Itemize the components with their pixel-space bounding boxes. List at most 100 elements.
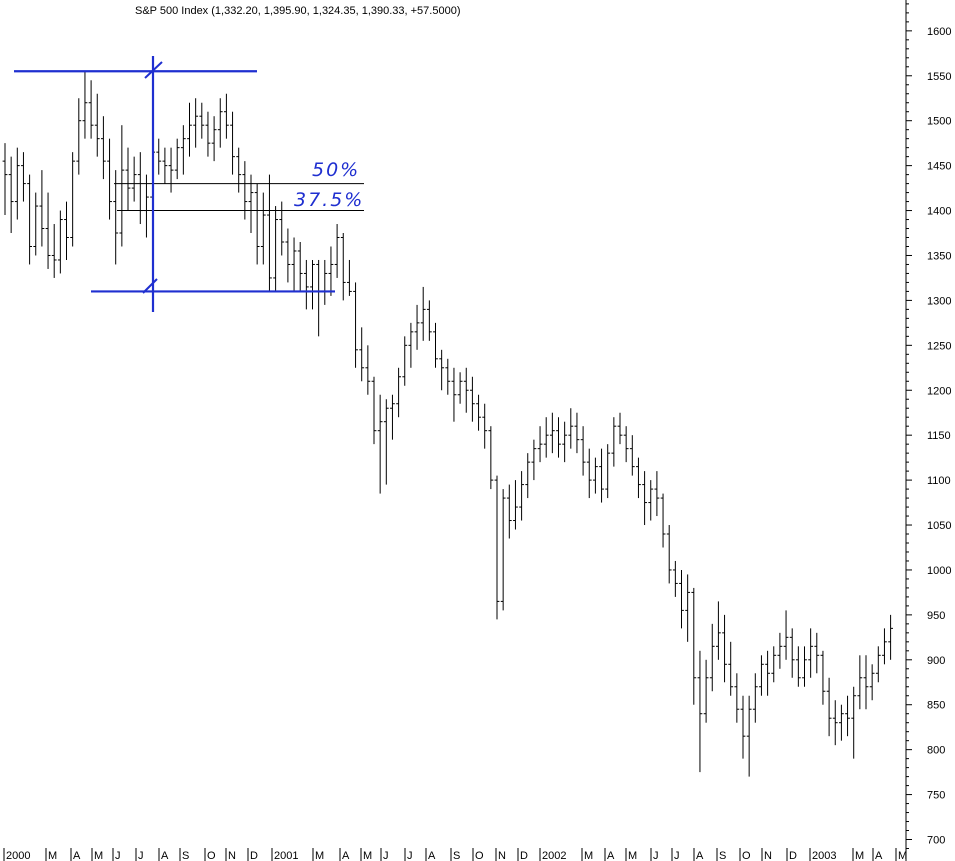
ohlc-bar-2	[14, 147, 20, 220]
ohlc-bar-57	[353, 282, 358, 368]
x-tick-label: N	[764, 850, 772, 861]
ohlc-bar-58	[359, 327, 365, 382]
ohlc-bar-39	[242, 161, 248, 220]
x-tick-label: A	[875, 850, 883, 861]
ohlc-bar-21	[131, 156, 137, 202]
ohlc-bar-63	[390, 394, 395, 440]
ohlc-bar-123	[759, 655, 764, 696]
ohlc-bar-129	[795, 646, 801, 687]
ohlc-bar-11	[70, 152, 76, 247]
ohlc-bar-103	[636, 457, 641, 499]
x-tick-label: J	[138, 850, 144, 861]
ohlc-bar-44	[273, 206, 278, 292]
ohlc-bar-17	[107, 138, 112, 220]
ohlc-bar-18	[113, 170, 119, 265]
ohlc-bar-31	[193, 98, 199, 148]
x-tick-label: O	[742, 850, 751, 861]
ohlc-bar-41	[254, 183, 260, 265]
ohlc-bar-111	[685, 574, 691, 642]
ohlc-bar-64	[396, 367, 401, 418]
axis-layer: 700 750 800 850 900 950 1000 1050 1100 1150 1200 12…	[3, 0, 951, 861]
ohlc-bar-15	[94, 93, 100, 157]
y-tick-label: 1100	[927, 475, 951, 487]
x-tick-label: M	[628, 850, 637, 861]
ohlc-bar-126	[777, 632, 783, 669]
ohlc-bar-116	[716, 601, 721, 660]
x-tick-label: J	[383, 850, 389, 861]
ohlc-bar-133	[820, 650, 826, 705]
ohlc-bar-53	[328, 246, 334, 296]
ohlc-bar-112	[691, 587, 697, 705]
x-tick-label: 2002	[542, 850, 566, 861]
x-tick-label: N	[498, 850, 506, 861]
ohlc-bar-114	[703, 659, 709, 723]
ohlc-bar-59	[365, 345, 371, 395]
bars-layer	[2, 71, 893, 777]
x-tick-label: M	[584, 850, 593, 861]
y-tick-label: 1250	[927, 340, 951, 352]
ohlc-bar-80	[494, 475, 500, 620]
ohlc-bar-66	[408, 322, 414, 368]
ohlc-bar-76	[470, 376, 475, 422]
y-tick-label: 700	[927, 835, 945, 847]
ohlc-bar-30	[187, 102, 192, 157]
ohlc-bar-134	[826, 677, 832, 737]
ohlc-bar-62	[383, 399, 389, 485]
ohlc-bar-101	[623, 426, 629, 463]
ohlc-bar-38	[236, 147, 242, 193]
ohlc-bar-70	[433, 322, 438, 368]
ohlc-bar-0	[2, 143, 8, 216]
ohlc-bar-130	[802, 646, 807, 687]
x-tick-label: 2000	[6, 850, 30, 861]
x-tick-label: J	[674, 850, 680, 861]
ohlc-bar-135	[832, 700, 838, 746]
ohlc-bar-119	[734, 673, 740, 723]
ohlc-bar-124	[765, 650, 770, 696]
x-tick-label: M	[363, 850, 372, 861]
ohlc-bar-109	[672, 560, 678, 597]
ohlc-bar-137	[845, 695, 850, 737]
x-tick-label: M	[315, 850, 324, 861]
ohlc-bar-102	[629, 435, 635, 476]
x-tick-label: A	[696, 850, 704, 861]
y-tick-label: 1000	[927, 565, 951, 577]
ohlc-bar-47	[291, 237, 297, 292]
ohlc-bar-79	[488, 426, 494, 490]
ohlc-bar-75	[463, 367, 469, 413]
ohlc-bar-128	[789, 628, 795, 678]
ohlc-bar-7	[45, 192, 51, 269]
ohlc-bar-68	[420, 286, 426, 341]
x-tick-label: S	[719, 850, 726, 861]
x-tick-label: M	[855, 850, 864, 861]
x-tick-label: J	[407, 850, 413, 861]
ohlc-bar-73	[451, 367, 457, 422]
ohlc-bar-132	[814, 632, 820, 674]
ohlc-bar-35	[217, 98, 223, 148]
y-tick-label: 1350	[927, 250, 951, 262]
ohlc-bar-16	[101, 116, 106, 180]
ohlc-bar-81	[500, 489, 506, 611]
x-tick-label: M	[898, 850, 907, 861]
y-tick-label: 1500	[927, 116, 951, 128]
ohlc-bar-94	[580, 426, 586, 476]
ohlc-bar-54	[334, 224, 340, 278]
ohlc-bar-136	[839, 704, 844, 741]
ohlc-bar-60	[371, 376, 377, 445]
ohlc-bar-52	[322, 259, 328, 305]
annotation-layer: 50% 37.5%	[14, 56, 364, 312]
ohlc-bar-84	[519, 471, 524, 521]
ohlc-bar-13	[82, 71, 88, 139]
ohlc-bar-69	[426, 300, 432, 341]
ohlc-bar-28	[174, 138, 180, 180]
ohlc-bar-19	[119, 125, 125, 247]
ohlc-bar-10	[64, 201, 69, 260]
ohlc-bar-20	[125, 147, 131, 211]
ohlc-bar-77	[476, 394, 481, 431]
ohlc-bar-67	[414, 304, 420, 350]
x-tick-label: A	[428, 850, 436, 861]
ohlc-bar-99	[611, 417, 617, 467]
x-tick-label: A	[73, 850, 81, 861]
ohlc-bar-98	[605, 444, 611, 499]
x-tick-label: A	[607, 850, 615, 861]
y-tick-label: 1450	[927, 161, 951, 173]
